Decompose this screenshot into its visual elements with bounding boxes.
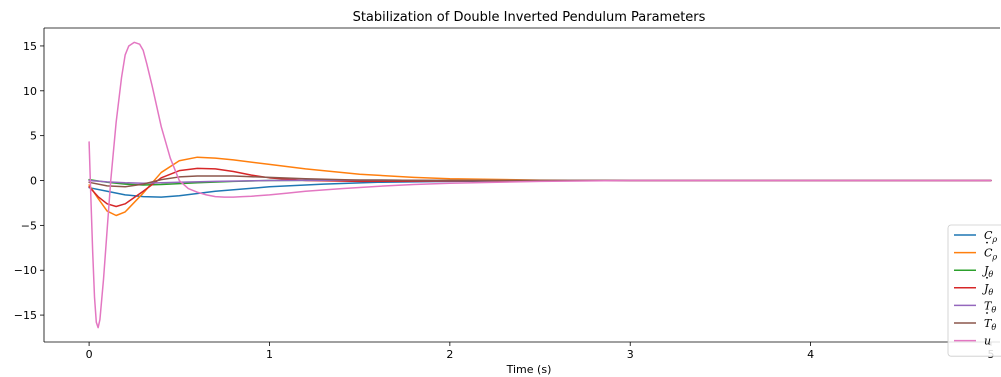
legend-derivative-dot bbox=[986, 312, 988, 314]
x-tick-label: 1 bbox=[266, 348, 273, 361]
legend: Cρ Cρ Jθ Jθ Tθ Tθ u bbox=[947, 224, 1001, 357]
series-line-5 bbox=[88, 175, 992, 188]
series-line-6 bbox=[88, 41, 992, 329]
y-tick-label: 15 bbox=[23, 40, 37, 53]
legend-derivative-dot bbox=[986, 241, 988, 244]
x-tick-label: 2 bbox=[446, 348, 453, 361]
chart-title: Stabilization of Double Inverted Pendulu… bbox=[353, 10, 706, 25]
legend-entry: Tθ bbox=[984, 299, 996, 314]
legend-entry: Jθ bbox=[982, 264, 993, 279]
plot-area bbox=[88, 41, 992, 329]
legend-derivative-dot bbox=[986, 276, 988, 279]
legend-entry: Cρ bbox=[984, 247, 997, 262]
legend-entry: Cρ bbox=[984, 229, 997, 244]
legend-entry: Jθ bbox=[982, 282, 993, 297]
x-tick-label: 0 bbox=[86, 348, 93, 361]
y-tick-label: −15 bbox=[14, 309, 37, 322]
series-line-3 bbox=[88, 167, 992, 208]
y-tick-label: 10 bbox=[23, 85, 37, 98]
series-line-1 bbox=[88, 156, 992, 217]
y-tick-label: 5 bbox=[30, 130, 37, 143]
series-line-0 bbox=[88, 179, 992, 198]
y-tick-label: −5 bbox=[21, 219, 37, 232]
legend-entry: Tθ bbox=[984, 317, 996, 332]
x-tick-label: 4 bbox=[807, 348, 814, 361]
x-tick-label: 3 bbox=[627, 348, 634, 361]
y-tick-label: −10 bbox=[14, 264, 37, 277]
y-tick-label: 0 bbox=[30, 175, 37, 188]
legend-entry: u bbox=[984, 335, 991, 348]
x-axis-label: Time (s) bbox=[506, 363, 552, 376]
